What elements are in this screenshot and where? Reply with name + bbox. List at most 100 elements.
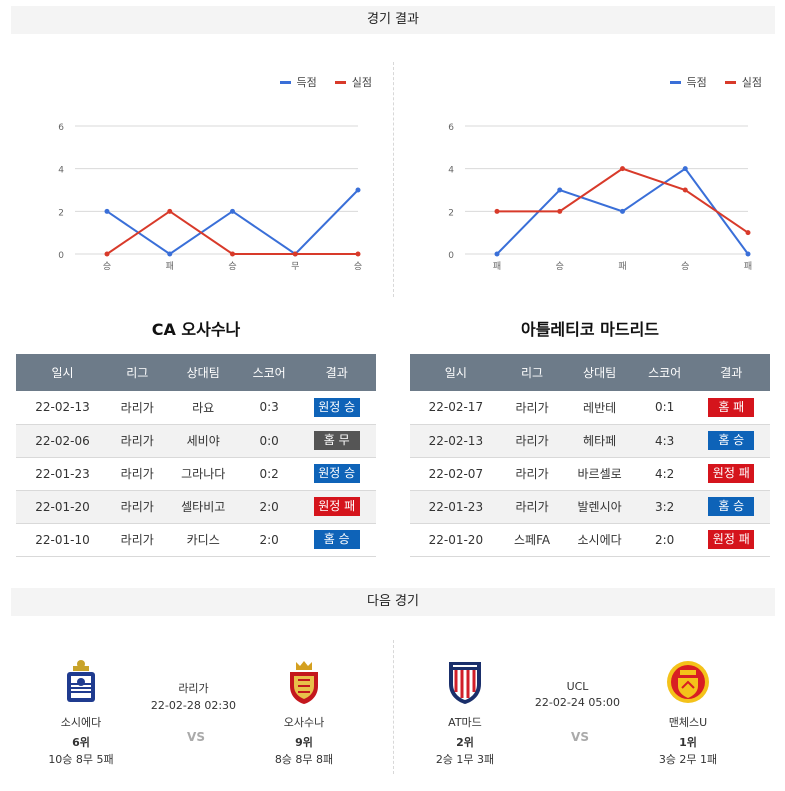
col-header: 스코어 [636, 354, 693, 391]
result-badge: 홈 무 [313, 431, 360, 450]
legend-scored: 득점 [669, 74, 707, 90]
legend-scored-swatch [669, 80, 681, 84]
osasuna-crest-icon [290, 661, 318, 704]
y-tick-label: 4 [448, 166, 454, 176]
col-header: 일시 [410, 354, 502, 391]
conceded-point [620, 166, 625, 172]
result-badge: 원정 승 [313, 464, 360, 483]
x-tick-label: 승 [354, 261, 362, 272]
x-tick-label: 패 [166, 261, 174, 272]
opponent-cell: 세비야 [165, 424, 241, 458]
scored-point [104, 208, 110, 214]
result-cell: 원정 패 [692, 523, 770, 557]
conceded-point [167, 208, 173, 214]
y-tick-label: 2 [58, 208, 64, 218]
result-cell: 원정 승 [297, 391, 376, 425]
legend-scored-swatch [279, 80, 291, 84]
table-row: 22-01-23 라리가 그라나다 0:2 원정 승 [16, 457, 376, 491]
scored-series-line [106, 189, 359, 256]
scored-point [355, 187, 361, 193]
date-cell: 22-01-10 [16, 523, 109, 557]
legend-scored-label: 득점 [686, 76, 707, 89]
away-team-name: 오사수나 [283, 716, 325, 729]
away-team-rank: 9위 [295, 736, 313, 749]
score-cell: 0:1 [636, 391, 693, 425]
chart-divider [393, 62, 394, 297]
legend-conceded-swatch [334, 80, 346, 84]
legend-conceded: 실점 [724, 74, 762, 90]
result-badge: 원정 승 [313, 397, 360, 417]
opponent-cell: 그라나다 [165, 457, 241, 491]
home-team-name: 소시에다 [60, 716, 102, 729]
result-cell: 원정 패 [692, 457, 770, 491]
col-header: 일시 [16, 354, 109, 391]
opponent-cell: 소시에다 [562, 523, 637, 557]
legend-conceded: 실점 [334, 74, 372, 90]
opponent-cell: 발렌시아 [562, 490, 637, 524]
league-cell: 라리가 [501, 490, 563, 524]
table-row: 22-02-07 라리가 바르셀로 4:2 원정 패 [410, 457, 770, 491]
match-league: UCL [566, 680, 589, 693]
man-utd-crest-icon [667, 661, 709, 703]
conceded-point [682, 187, 688, 193]
y-tick-label: 6 [448, 123, 454, 133]
result-badge: 홈 승 [708, 431, 755, 450]
left-chart-svg: 0 2 4 6 승 패 승 무 승 [58, 123, 362, 272]
y-tick-label: 0 [58, 251, 64, 261]
opponent-cell: 레반테 [562, 391, 637, 425]
y-tick-label: 2 [448, 208, 454, 218]
x-tick-label: 승 [103, 261, 111, 272]
y-tick-label: 6 [58, 123, 64, 133]
right-chart-legend: 득점 실점 [669, 74, 762, 90]
right-form-chart: 0 2 4 6 패 승 패 승 패 득점 실점 [400, 62, 770, 282]
col-header: 리그 [108, 354, 166, 391]
home-team[interactable]: AT마드 2위 2승 1무 3패 [410, 658, 520, 767]
left-results-table: 일시 리그 상대팀 스코어 결과 22-02-13 라리가 라요 0:3 원정 승 22-02-0… [16, 354, 376, 557]
league-cell: 라리가 [108, 424, 166, 458]
table-row: 22-01-23 라리가 발렌시아 3:2 홈 승 [410, 490, 770, 524]
conceded-point [745, 230, 751, 236]
x-tick-label: 패 [744, 261, 752, 272]
x-tick-label: 패 [618, 261, 626, 272]
home-team-record: 10승 8무 5패 [48, 753, 114, 766]
scored-point [682, 166, 688, 172]
date-cell: 22-01-23 [16, 457, 109, 491]
next-match-section-title: 다음 경기 [11, 588, 775, 616]
table-row: 22-02-13 라리가 헤타페 4:3 홈 승 [410, 424, 770, 458]
left-form-chart: 0 2 4 6 승 패 승 무 승 득점 실점 [10, 62, 380, 282]
conceded-series-line [497, 167, 749, 234]
away-team[interactable]: 오사수나 9위 8승 8무 8패 [249, 658, 359, 767]
result-badge: 홈 승 [313, 530, 360, 549]
right-team-title: 아틀레티코 마드리드 [520, 320, 660, 339]
table-row: 22-02-13 라리가 라요 0:3 원정 승 [16, 391, 376, 425]
result-badge: 원정 패 [708, 530, 755, 549]
league-cell: 라리가 [108, 391, 166, 425]
home-team[interactable]: 소시에다 6위 10승 8무 5패 [26, 658, 136, 767]
table-row: 22-01-10 라리가 카디스 2:0 홈 승 [16, 523, 376, 557]
opponent-cell: 셀타비고 [165, 490, 241, 524]
result-badge: 원정 패 [313, 497, 360, 516]
match-datetime: 22-02-28 02:30 [150, 699, 237, 712]
col-header: 결과 [692, 354, 770, 391]
result-cell: 원정 승 [297, 457, 376, 491]
conceded-point [292, 251, 298, 257]
away-team[interactable]: 맨체스U 1위 3승 2무 1패 [633, 658, 743, 767]
away-team-record: 3승 2무 1패 [658, 753, 718, 766]
x-tick-label: 승 [681, 261, 689, 272]
x-tick-label: 패 [493, 261, 501, 272]
score-cell: 2:0 [240, 523, 298, 557]
right-results-table: 일시 리그 상대팀 스코어 결과 22-02-17 라리가 레반테 0:1 홈 패 22-02-1… [410, 354, 770, 557]
score-cell: 4:2 [636, 457, 693, 491]
col-header: 스코어 [240, 354, 298, 391]
legend-scored: 득점 [279, 74, 317, 90]
table-row: 22-01-20 라리가 셀타비고 2:0 원정 패 [16, 490, 376, 524]
result-cell: 홈 패 [692, 391, 770, 425]
opponent-cell: 헤타페 [562, 424, 637, 458]
score-cell: 2:0 [240, 490, 298, 524]
score-cell: 0:3 [240, 391, 298, 425]
left-team-title: CA 오사수나 [151, 320, 241, 339]
away-team-rank: 1위 [679, 736, 697, 749]
result-cell: 홈 승 [692, 424, 770, 458]
date-cell: 22-01-23 [410, 490, 502, 524]
score-cell: 4:3 [636, 424, 693, 458]
